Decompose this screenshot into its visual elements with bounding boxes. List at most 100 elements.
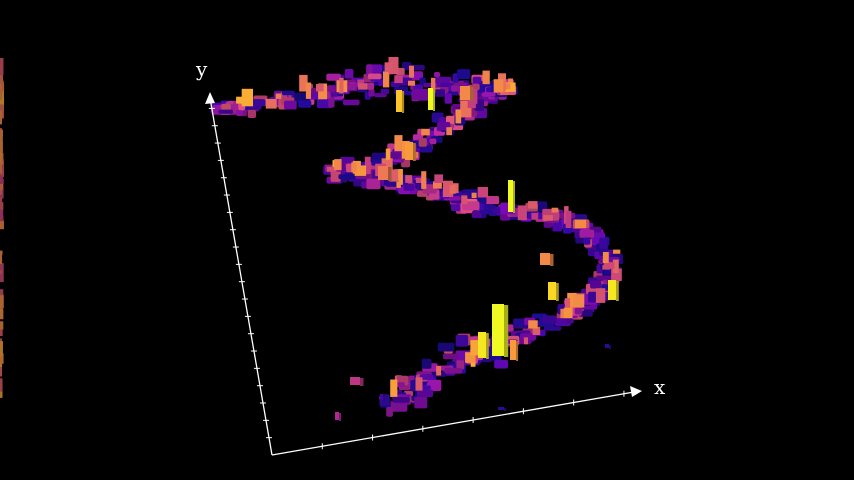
terrain-cell bbox=[427, 379, 442, 392]
terrain-cell bbox=[386, 406, 393, 417]
elevation-bar-side bbox=[0, 269, 4, 282]
terrain-cell bbox=[418, 138, 427, 147]
terrain-cell bbox=[451, 85, 461, 92]
y-axis-line bbox=[209, 97, 273, 456]
terrain-cell bbox=[344, 69, 354, 79]
elevation-bar bbox=[446, 127, 452, 136]
elevation-bar bbox=[611, 268, 622, 281]
elevation-bar bbox=[543, 215, 553, 221]
terrain-cell bbox=[481, 92, 496, 97]
elevation-bar bbox=[531, 212, 539, 220]
elevation-bar bbox=[478, 332, 486, 358]
elevation-bar-side bbox=[550, 254, 554, 266]
elevation-bar bbox=[565, 210, 572, 228]
elevation-bar bbox=[316, 84, 324, 92]
elevation-bar bbox=[265, 99, 277, 109]
elevation-bar bbox=[396, 90, 402, 112]
elevation-bar bbox=[613, 249, 621, 254]
elevation-bar-side bbox=[0, 129, 3, 137]
elevation-bar bbox=[421, 171, 427, 189]
terrain-cell bbox=[339, 156, 355, 164]
elevation-bar bbox=[275, 93, 282, 99]
terrain-cell bbox=[282, 90, 295, 96]
axes: x y bbox=[195, 57, 666, 456]
elevation-bar bbox=[358, 83, 368, 90]
terrain-cell bbox=[442, 353, 459, 360]
elevation-bar bbox=[436, 366, 442, 376]
elevation-bar-side bbox=[339, 413, 341, 421]
elevation-bar bbox=[540, 253, 550, 265]
terrain-cell bbox=[366, 82, 375, 90]
elevation-bar bbox=[551, 207, 559, 213]
elevation-bar bbox=[394, 135, 403, 152]
elevation-bar bbox=[433, 181, 442, 189]
elevation-bar bbox=[434, 174, 443, 183]
terrain-cell bbox=[543, 326, 562, 331]
terrain-cell bbox=[423, 82, 431, 88]
elevation-bar-side bbox=[413, 143, 416, 161]
terrain-cell bbox=[284, 100, 297, 110]
elevation-bar-side bbox=[0, 353, 4, 364]
elevation-bar bbox=[573, 294, 585, 308]
terrain-cell bbox=[338, 174, 356, 180]
elevation-bar bbox=[602, 252, 609, 263]
terrain-cell bbox=[434, 72, 440, 78]
terrain-cell bbox=[444, 367, 463, 374]
elevation-bar bbox=[428, 88, 433, 110]
terrain-cell bbox=[414, 396, 428, 409]
terrain-cell bbox=[492, 208, 502, 214]
elevation-bar bbox=[508, 180, 513, 212]
terrain-cell bbox=[574, 307, 583, 315]
terrain-cell bbox=[411, 71, 423, 81]
elevation-bar-side bbox=[388, 167, 392, 181]
elevation-bar-side bbox=[556, 283, 559, 301]
terrain-cell bbox=[552, 222, 563, 232]
terrain-cell bbox=[368, 88, 375, 97]
terrain-cell bbox=[471, 210, 482, 218]
x-axis-label: x bbox=[654, 375, 666, 399]
terrain-cell bbox=[566, 318, 574, 324]
elevation-bar-side bbox=[513, 181, 515, 213]
elevation-bar-side bbox=[0, 97, 5, 105]
elevation-bar bbox=[299, 74, 308, 92]
elevation-bar bbox=[408, 80, 416, 86]
elevation-bar bbox=[528, 320, 538, 329]
elevation-bar-side bbox=[360, 378, 364, 386]
elevation-bar-side bbox=[470, 87, 474, 101]
terrain-cell bbox=[420, 385, 431, 390]
terrain-cell bbox=[396, 67, 405, 78]
elevation-bar-side bbox=[0, 295, 4, 309]
elevation-bar bbox=[327, 166, 337, 172]
elevation-bar bbox=[532, 326, 541, 335]
elevation-bar bbox=[563, 307, 573, 319]
elevation-bar-side bbox=[383, 395, 385, 401]
elevation-bar bbox=[605, 344, 609, 348]
terrain-cell bbox=[456, 69, 471, 79]
terrain-cell bbox=[308, 93, 321, 100]
elevation-bar bbox=[608, 280, 616, 300]
terrain-cell bbox=[421, 358, 432, 369]
terrain-cell bbox=[451, 204, 463, 212]
terrain-cell bbox=[472, 83, 480, 91]
elevation-bar bbox=[460, 100, 472, 118]
elevation-bar-side bbox=[0, 196, 3, 206]
region-terrain bbox=[210, 62, 624, 417]
elevation-bar bbox=[334, 159, 342, 170]
axis-ticks bbox=[208, 107, 625, 450]
terrain-cell bbox=[437, 342, 455, 352]
elevation-bar-side bbox=[0, 378, 3, 392]
terrain-cell bbox=[221, 103, 231, 111]
terrain-cell bbox=[583, 237, 591, 245]
terrain-cell bbox=[236, 109, 243, 116]
elevation-bar bbox=[378, 166, 388, 180]
elevation-bar-side bbox=[0, 341, 3, 357]
elevation-bar bbox=[421, 128, 430, 136]
terrain-cell bbox=[542, 315, 557, 324]
elevation-bar-side bbox=[0, 327, 3, 336]
elevation-bar bbox=[449, 185, 456, 194]
elevation-bar bbox=[351, 162, 357, 173]
elevation-bar bbox=[339, 77, 344, 94]
elevation-bar bbox=[493, 79, 504, 93]
elevation-bar-side bbox=[0, 263, 4, 270]
terrain-cell bbox=[486, 196, 500, 205]
